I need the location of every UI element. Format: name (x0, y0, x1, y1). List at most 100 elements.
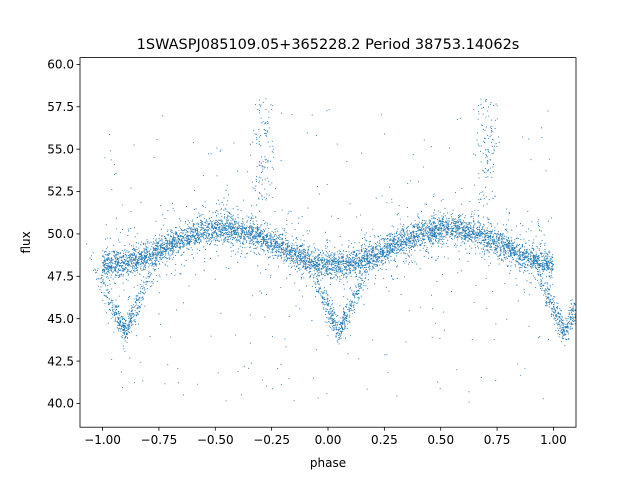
data-point (155, 239, 157, 242)
data-point (394, 245, 396, 248)
data-point (461, 235, 463, 237)
data-point (385, 251, 387, 253)
data-point (257, 236, 259, 238)
data-point (251, 230, 253, 232)
data-point (246, 221, 248, 223)
data-point (202, 237, 205, 239)
data-point (265, 222, 267, 224)
data-point (473, 220, 475, 222)
data-point (285, 248, 287, 250)
data-point (228, 241, 230, 243)
data-point (397, 237, 399, 239)
data-point (248, 229, 250, 231)
data-point (200, 227, 202, 229)
data-point (451, 230, 453, 232)
data-point (410, 223, 412, 226)
data-point (538, 263, 541, 265)
data-point (538, 265, 540, 267)
data-point (350, 271, 352, 273)
data-point (449, 236, 451, 238)
data-point (138, 257, 140, 259)
data-point (391, 243, 393, 245)
data-point (505, 245, 507, 247)
data-point (334, 271, 336, 273)
data-point (200, 239, 202, 241)
data-point (270, 236, 272, 238)
data-point (180, 240, 182, 242)
data-point (243, 236, 245, 238)
data-point (183, 230, 185, 232)
data-point (364, 264, 366, 267)
data-point (315, 256, 317, 259)
data-point (517, 256, 519, 258)
data-point (245, 232, 247, 234)
data-point (337, 251, 339, 253)
data-point (146, 260, 148, 262)
data-point (543, 257, 546, 259)
data-point (499, 236, 501, 238)
data-point (271, 239, 273, 241)
data-point (438, 220, 440, 222)
data-point (444, 230, 446, 232)
data-point (354, 254, 356, 256)
data-point (523, 258, 525, 260)
data-point (400, 229, 402, 232)
data-point (508, 248, 510, 250)
data-point (179, 245, 181, 247)
data-point (273, 247, 276, 249)
data-point (467, 234, 469, 236)
data-point (449, 228, 451, 230)
data-point (452, 227, 454, 230)
data-point (439, 228, 441, 230)
data-point (242, 242, 244, 244)
data-point (107, 269, 109, 271)
data-point (130, 261, 132, 263)
data-point (468, 245, 471, 247)
data-point (464, 236, 466, 238)
data-point (376, 246, 378, 248)
data-point (471, 240, 473, 242)
data-point (251, 240, 253, 242)
data-point (238, 248, 240, 250)
data-point (414, 223, 417, 225)
data-point (320, 259, 322, 261)
data-point (369, 245, 371, 247)
data-point (106, 273, 109, 275)
data-point (103, 272, 105, 274)
data-point (276, 257, 278, 259)
data-point (157, 251, 159, 253)
data-point (513, 248, 515, 250)
data-point (495, 235, 497, 237)
data-point (532, 255, 534, 257)
data-point (537, 260, 539, 262)
data-point (151, 245, 153, 248)
data-point (208, 235, 210, 237)
data-point (531, 252, 533, 254)
data-point (145, 246, 147, 248)
data-point (398, 234, 400, 236)
data-point (113, 263, 115, 265)
data-point (444, 207, 446, 209)
data-point (386, 256, 388, 258)
data-point (445, 236, 447, 238)
data-point (283, 242, 285, 244)
data-point (428, 219, 430, 221)
data-point (189, 238, 192, 240)
data-point (253, 251, 255, 253)
data-point (183, 232, 185, 234)
data-point (164, 250, 166, 252)
data-point (500, 249, 502, 251)
data-point (160, 246, 162, 248)
data-point (469, 221, 471, 223)
data-point (541, 267, 543, 269)
data-point (300, 255, 302, 257)
data-point (253, 223, 255, 225)
data-point (111, 258, 113, 260)
data-point (330, 265, 332, 267)
data-point (360, 245, 362, 247)
data-point (415, 235, 417, 238)
data-point (410, 234, 412, 236)
data-point (267, 245, 269, 247)
data-point (139, 273, 141, 275)
data-point (146, 254, 148, 256)
